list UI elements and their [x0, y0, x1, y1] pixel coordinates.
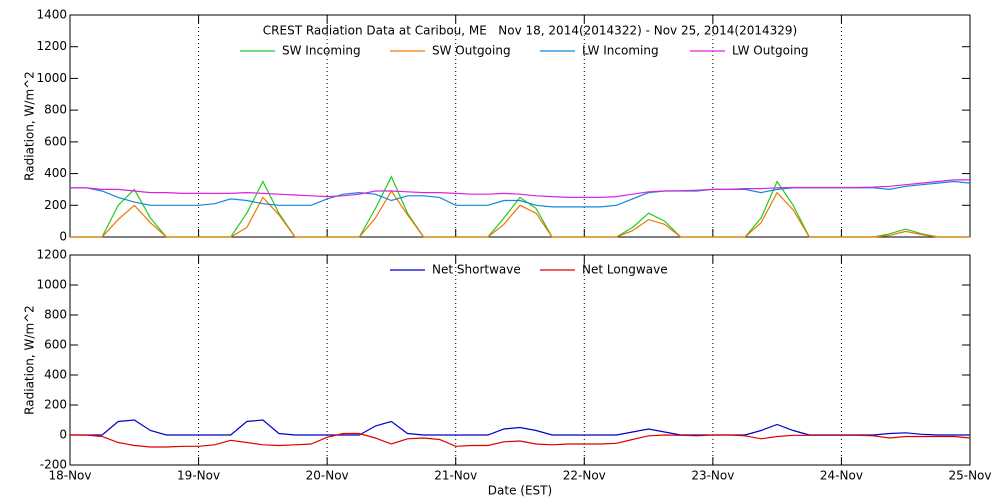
x-tick-label: 22-Nov	[563, 469, 606, 483]
y-tick-label: 0	[59, 230, 67, 244]
series-line	[70, 179, 970, 198]
x-tick-label: 20-Nov	[306, 469, 349, 483]
x-tick-label: 24-Nov	[820, 469, 863, 483]
series-line	[70, 419, 970, 436]
legend-label: Net Shortwave	[432, 263, 521, 277]
x-tick-label: 25-Nov	[948, 469, 991, 483]
y-tick-label: 1200	[36, 248, 67, 262]
y-tick-label: 400	[44, 166, 67, 180]
legend-label: SW Incoming	[282, 44, 361, 58]
y-tick-label: 400	[44, 368, 67, 382]
y-tick-label: 200	[44, 198, 67, 212]
y-tick-label: 1000	[36, 278, 67, 292]
y-tick-label: 800	[44, 103, 67, 117]
y-tick-label: -200	[40, 458, 67, 472]
x-axis-label: Date (EST)	[488, 484, 552, 498]
y-tick-label: 600	[44, 338, 67, 352]
x-tick-label: 19-Nov	[177, 469, 220, 483]
y-tick-label: 1000	[36, 71, 67, 85]
legend-label: LW Incoming	[582, 44, 659, 58]
legend-label: LW Outgoing	[732, 44, 809, 58]
y-tick-label: 600	[44, 134, 67, 148]
x-tick-label: 23-Nov	[691, 469, 734, 483]
legend-label: Net Longwave	[582, 263, 668, 277]
plot-frame	[69, 254, 971, 466]
y-tick-label: 200	[44, 398, 67, 412]
legend-label: SW Outgoing	[432, 44, 511, 58]
y-tick-label: 800	[44, 308, 67, 322]
y-axis-label: Radiation, W/m^2	[23, 71, 37, 181]
series-line	[70, 189, 970, 238]
y-axis-label: Radiation, W/m^2	[23, 305, 37, 415]
y-tick-label: 1400	[36, 8, 67, 22]
x-tick-label: 21-Nov	[434, 469, 477, 483]
y-tick-label: 0	[59, 428, 67, 442]
x-tick-label: 18-Nov	[48, 469, 91, 483]
chart-title: CREST Radiation Data at Caribou, ME Nov …	[263, 24, 797, 38]
plot-frame	[69, 14, 971, 238]
series-line	[70, 432, 971, 448]
series-line	[70, 175, 970, 238]
y-tick-label: 1200	[36, 39, 67, 53]
